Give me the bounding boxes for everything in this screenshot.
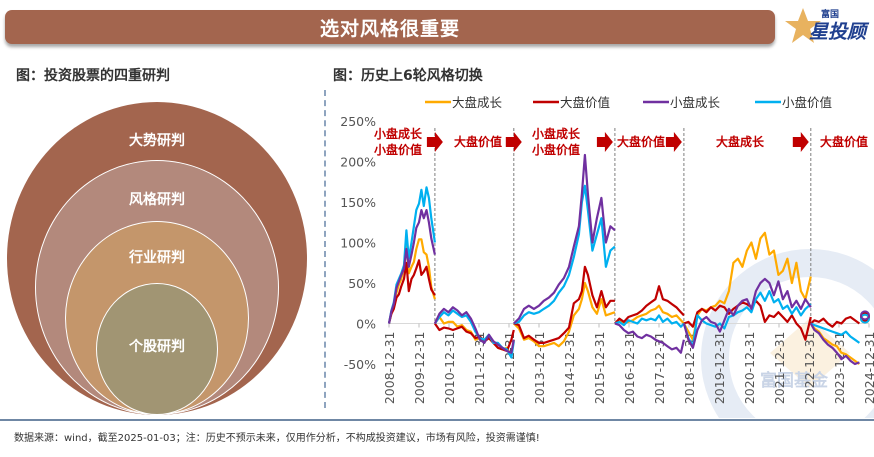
x-tick-label: 2018-12-31: [682, 332, 697, 405]
phase-label: 小盘成长: [532, 126, 581, 141]
series-line-小盘成长-seg3: [614, 322, 685, 354]
x-tick-label: 2019-12-31: [712, 332, 727, 405]
x-tick-label: 2017-12-31: [652, 332, 667, 405]
series-line-大盘价值-seg1: [433, 322, 515, 353]
circle-stock: 个股研判: [96, 283, 218, 415]
x-tick-label: 2008-12-31: [382, 332, 397, 405]
x-tick-label: 2009-12-31: [412, 332, 427, 405]
x-tick-label: 2014-12-31: [562, 332, 577, 405]
x-tick-label: 2023-12-31: [832, 332, 847, 405]
phase-dividers: [434, 128, 812, 324]
series-line-小盘价值-seg2: [513, 184, 616, 325]
x-tick-label: 2013-12-31: [532, 332, 547, 405]
star-icon: [785, 8, 821, 43]
logo-big-text: 星投顾: [809, 21, 867, 43]
arrow-right-icon: [505, 132, 522, 152]
series-line-小盘成长-seg4: [682, 277, 812, 349]
series-line-小盘价值-seg0: [387, 186, 436, 324]
y-tick-label: 100%: [340, 236, 376, 251]
y-tick-label: 200%: [340, 155, 376, 170]
arrow-right-icon: [596, 132, 613, 152]
circle-label-stock: 个股研判: [129, 339, 185, 355]
series-line-大盘价值-seg3: [614, 285, 685, 325]
x-tick-label: 2016-12-31: [622, 332, 637, 405]
x-tick-label: 2022-12-31: [802, 332, 817, 405]
arrow-right-icon: [426, 132, 443, 152]
right-panel-title: 图：历史上6轮风格切换: [333, 68, 483, 84]
series-line-大盘价值-seg0: [387, 259, 436, 324]
phase-label: 小盘成长: [374, 126, 423, 141]
arrow-right-icon: [665, 132, 682, 152]
style-rotation-chart: 富国基金 大盘成长 大盘价值 小盘成长 小盘价值 250%200%150%100%50…: [340, 95, 874, 418]
x-tick-label: 2011-12-31: [472, 332, 487, 405]
y-tick-label: 0%: [356, 317, 376, 332]
circle-label-market: 大势研判: [129, 133, 185, 149]
chart-legend: 大盘成长 大盘价值 小盘成长 小盘价值: [425, 95, 832, 110]
watermark-logo: 富国基金: [701, 249, 874, 418]
circle-label-industry: 行业研判: [129, 250, 185, 266]
x-tick-label: 2021-12-31: [772, 332, 787, 405]
phase-label: 大盘价值: [617, 134, 665, 149]
series-line-小盘价值-seg5: [810, 322, 861, 344]
phase-label: 大盘成长: [716, 134, 765, 149]
series-point-小盘价值: [860, 313, 870, 324]
y-tick-label: 250%: [340, 114, 376, 129]
legend-label-3: 小盘价值: [782, 95, 832, 110]
series-line-小盘成长-seg1: [433, 306, 515, 354]
series-line-大盘价值-seg4: [683, 299, 812, 341]
phase-label: 大盘价值: [820, 134, 868, 149]
series-line-小盘价值-seg4: [682, 290, 812, 348]
x-tick-label: 2015-12-31: [592, 332, 607, 405]
x-tick-label: 2010-12-31: [442, 332, 457, 405]
series-line-小盘成长-seg2: [513, 153, 616, 325]
footer-divider: [0, 419, 874, 421]
x-tick-label: 2024-12-31: [862, 332, 874, 405]
brand-logo: 富国 星投顾: [783, 4, 873, 46]
phase-label: 小盘价值: [374, 142, 422, 157]
logo-small-text: 富国: [821, 10, 840, 20]
y-tick-label: 50%: [348, 276, 376, 291]
legend-label-2: 小盘成长: [670, 95, 721, 110]
series-line-小盘成长-seg5: [809, 322, 860, 366]
legend-label-1: 大盘价值: [560, 95, 610, 110]
panel-divider: [324, 90, 326, 408]
watermark-text: 富国基金: [760, 370, 829, 391]
x-tick-label: 2020-12-31: [742, 332, 757, 405]
phase-label: 大盘价值: [454, 134, 502, 149]
legend-label-0: 大盘成长: [452, 95, 503, 110]
series-line-大盘价值-seg5: [810, 315, 861, 328]
y-axis: 250% 200% 150% 100% 50% 0% -50%: [340, 114, 869, 372]
series-lines: [387, 153, 870, 366]
y-tick-label: 150%: [340, 195, 376, 210]
left-panel-title: 图：投资股票的四重研判: [16, 68, 170, 84]
arrow-right-icon: [792, 132, 809, 152]
page-title: 选对风格很重要: [319, 17, 460, 40]
series-line-小盘价值-seg3: [614, 314, 685, 328]
series-line-大盘价值-seg2: [513, 265, 615, 344]
series-line-大盘成长-seg2: [513, 281, 616, 348]
phase-label: 小盘价值: [532, 142, 580, 157]
series-point-小盘成长: [860, 310, 870, 321]
title-banner: 选对风格很重要: [5, 10, 775, 44]
footer-note: 数据来源：wind，截至2025-01-03；注：历史不预示未来，仅用作分析，不…: [14, 433, 540, 444]
y-tick-label: -50%: [344, 357, 376, 372]
circle-label-style: 风格研判: [129, 192, 185, 208]
series-line-大盘成长-seg5: [809, 322, 861, 365]
series-line-小盘成长-seg0: [387, 208, 436, 324]
